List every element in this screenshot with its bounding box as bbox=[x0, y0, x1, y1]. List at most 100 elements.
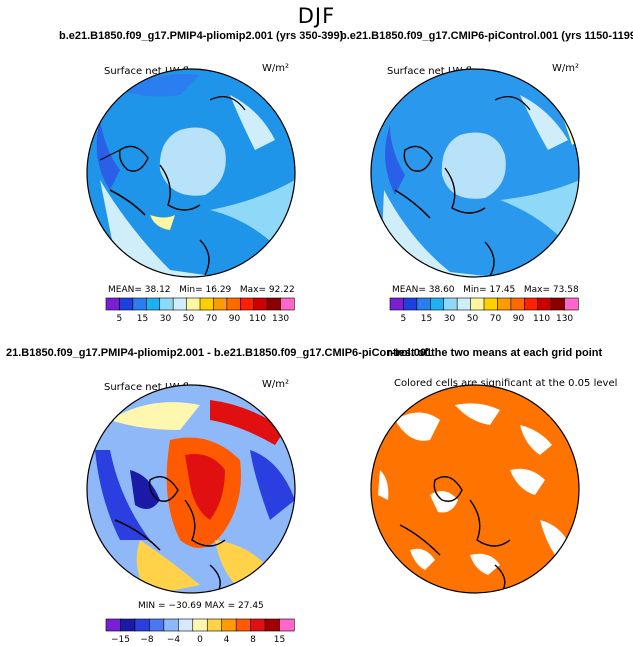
diff-colorbar-tick: −8 bbox=[140, 635, 154, 645]
run2-min-label: Min= bbox=[463, 285, 487, 295]
diff-colorbar: −15 −8 −4 0 4 8 15 bbox=[105, 618, 295, 645]
run2-max-value: 73.58 bbox=[552, 285, 579, 295]
run2-colorbar: 5 15 30 50 70 90 110 130 bbox=[389, 297, 579, 324]
run1-colorbar-bin bbox=[186, 297, 201, 311]
run1-min-value: 16.29 bbox=[205, 285, 232, 295]
run1-colorbar-tick: 30 bbox=[160, 314, 172, 324]
run2-colorbar-bin bbox=[564, 297, 579, 311]
run1-colorbar: 5 15 30 50 70 90 110 130 bbox=[105, 297, 295, 324]
run2-colorbar-tick: 90 bbox=[513, 314, 525, 324]
significance-map-border bbox=[370, 384, 580, 594]
diff-max-label: MAX = bbox=[204, 601, 236, 611]
diff-colorbar-tick: −4 bbox=[167, 635, 181, 645]
run1-colorbar-tick: 5 bbox=[117, 314, 123, 324]
run1-colorbar-bin bbox=[226, 297, 241, 311]
run2-colorbar-bin bbox=[416, 297, 431, 311]
diff-colorbar-bin bbox=[192, 618, 208, 632]
run2-colorbar-bin bbox=[429, 297, 445, 311]
run1-colorbar-bin bbox=[280, 297, 295, 311]
diff-colorbar-bin bbox=[120, 618, 136, 632]
run2-colorbar-tick: 110 bbox=[533, 314, 550, 324]
run2-min-value: 17.45 bbox=[489, 285, 516, 295]
run1-colorbar-bin bbox=[159, 297, 174, 311]
run2-colorbar-bin bbox=[456, 297, 472, 311]
run1-max-value: 92.22 bbox=[268, 285, 295, 295]
diff-colorbar-bin bbox=[250, 618, 266, 632]
run1-map bbox=[87, 69, 295, 277]
run2-colorbar-bin bbox=[497, 297, 512, 311]
run2-max-label: Max= bbox=[523, 285, 551, 295]
diff-map-border bbox=[86, 384, 296, 594]
diff-units: W/m² bbox=[262, 379, 290, 390]
run2-colorbar-tick: 50 bbox=[467, 314, 479, 324]
run2-panel-label: Surface net LW flux bbox=[387, 66, 485, 77]
run1-colorbar-bin bbox=[213, 297, 228, 311]
run1-colorbar-tick: 90 bbox=[229, 314, 241, 324]
run2-colorbar-bin bbox=[470, 297, 485, 311]
run2-map bbox=[371, 69, 579, 277]
run2-colorbar-tick: 15 bbox=[421, 314, 432, 324]
diff-colorbar-tick: 4 bbox=[224, 635, 230, 645]
diff-panel-label: Surface net LW flux bbox=[104, 382, 202, 393]
run2-map-border bbox=[370, 68, 580, 278]
run2-stats: MEAN= 38.60 Min= 17.45 Max= 73.58 bbox=[392, 285, 579, 295]
diff-colorbar-bin bbox=[163, 618, 179, 632]
run2-colorbar-tick: 30 bbox=[444, 314, 456, 324]
run2-colorbar-bin bbox=[443, 297, 458, 311]
diff-colorbar-bin bbox=[178, 618, 194, 632]
run2-mean-label: MEAN= bbox=[392, 285, 426, 295]
diff-min-value: −30.69 bbox=[168, 601, 202, 611]
diff-min-label: MIN = bbox=[138, 601, 166, 611]
run1-colorbar-bin bbox=[266, 297, 282, 311]
diff-colorbar-bin bbox=[279, 618, 295, 632]
diff-stats: MIN = −30.69 MAX = 27.45 bbox=[138, 601, 264, 611]
run1-mean-label: MEAN= bbox=[108, 285, 142, 295]
run2-mean-value: 38.60 bbox=[428, 285, 455, 295]
run1-colorbar-bin bbox=[132, 297, 147, 311]
run1-colorbar-tick: 130 bbox=[272, 314, 289, 324]
run1-colorbar-bin bbox=[239, 297, 255, 311]
run2-colorbar-bin bbox=[523, 297, 539, 311]
diff-colorbar-bin bbox=[105, 618, 122, 632]
run1-stats: MEAN= 38.12 Min= 16.29 Max= 92.22 bbox=[108, 285, 295, 295]
run2-colorbar-bin bbox=[537, 297, 552, 311]
run1-map-border bbox=[86, 68, 296, 278]
run1-panel-label: Surface net LW flux bbox=[104, 66, 202, 77]
run1-colorbar-bin bbox=[145, 297, 161, 311]
run1-units: W/m² bbox=[262, 63, 290, 74]
diff-header: 21.B1850.f09_g17.PMIP4-pliomip2.001 - b.… bbox=[6, 347, 433, 359]
run1-colorbar-bin bbox=[105, 297, 121, 311]
run1-colorbar-tick: 15 bbox=[137, 314, 148, 324]
diff-colorbar-bin bbox=[221, 618, 237, 632]
run1-max-label: Max= bbox=[239, 285, 267, 295]
diff-colorbar-bin bbox=[235, 618, 252, 632]
run1-colorbar-bin bbox=[253, 297, 268, 311]
diff-colorbar-tick: 8 bbox=[250, 635, 256, 645]
run1-colorbar-bin bbox=[199, 297, 215, 311]
run2-colorbar-tick: 130 bbox=[556, 314, 573, 324]
diff-colorbar-bin bbox=[206, 618, 223, 632]
diff-map bbox=[87, 385, 295, 593]
run2-colorbar-tick: 70 bbox=[490, 314, 502, 324]
run1-colorbar-bin bbox=[119, 297, 134, 311]
run1-colorbar-tick: 110 bbox=[249, 314, 266, 324]
significance-label: Colored cells are significant at the 0.0… bbox=[394, 378, 618, 389]
run2-colorbar-bin bbox=[403, 297, 418, 311]
run1-colorbar-bin bbox=[172, 297, 188, 311]
run2-colorbar-bin bbox=[389, 297, 405, 311]
diff-colorbar-tick: 0 bbox=[197, 635, 203, 645]
diff-colorbar-bin bbox=[134, 618, 150, 632]
significance-map bbox=[371, 385, 579, 593]
diff-max-value: 27.45 bbox=[238, 601, 264, 611]
ttest-header: r-test of the two means at each grid poi… bbox=[387, 347, 603, 359]
run2-header: b.e21.B1850.f09_g17.CMIP6-piControl.001 … bbox=[340, 30, 633, 42]
page-title: DJF bbox=[297, 4, 336, 28]
run1-min-label: Min= bbox=[179, 285, 203, 295]
run2-colorbar-bin bbox=[550, 297, 566, 311]
run1-colorbar-tick: 50 bbox=[183, 314, 195, 324]
run2-units: W/m² bbox=[552, 63, 580, 74]
run2-colorbar-tick: 5 bbox=[401, 314, 407, 324]
diff-colorbar-bin bbox=[149, 618, 165, 632]
run1-mean-value: 38.12 bbox=[144, 285, 171, 295]
